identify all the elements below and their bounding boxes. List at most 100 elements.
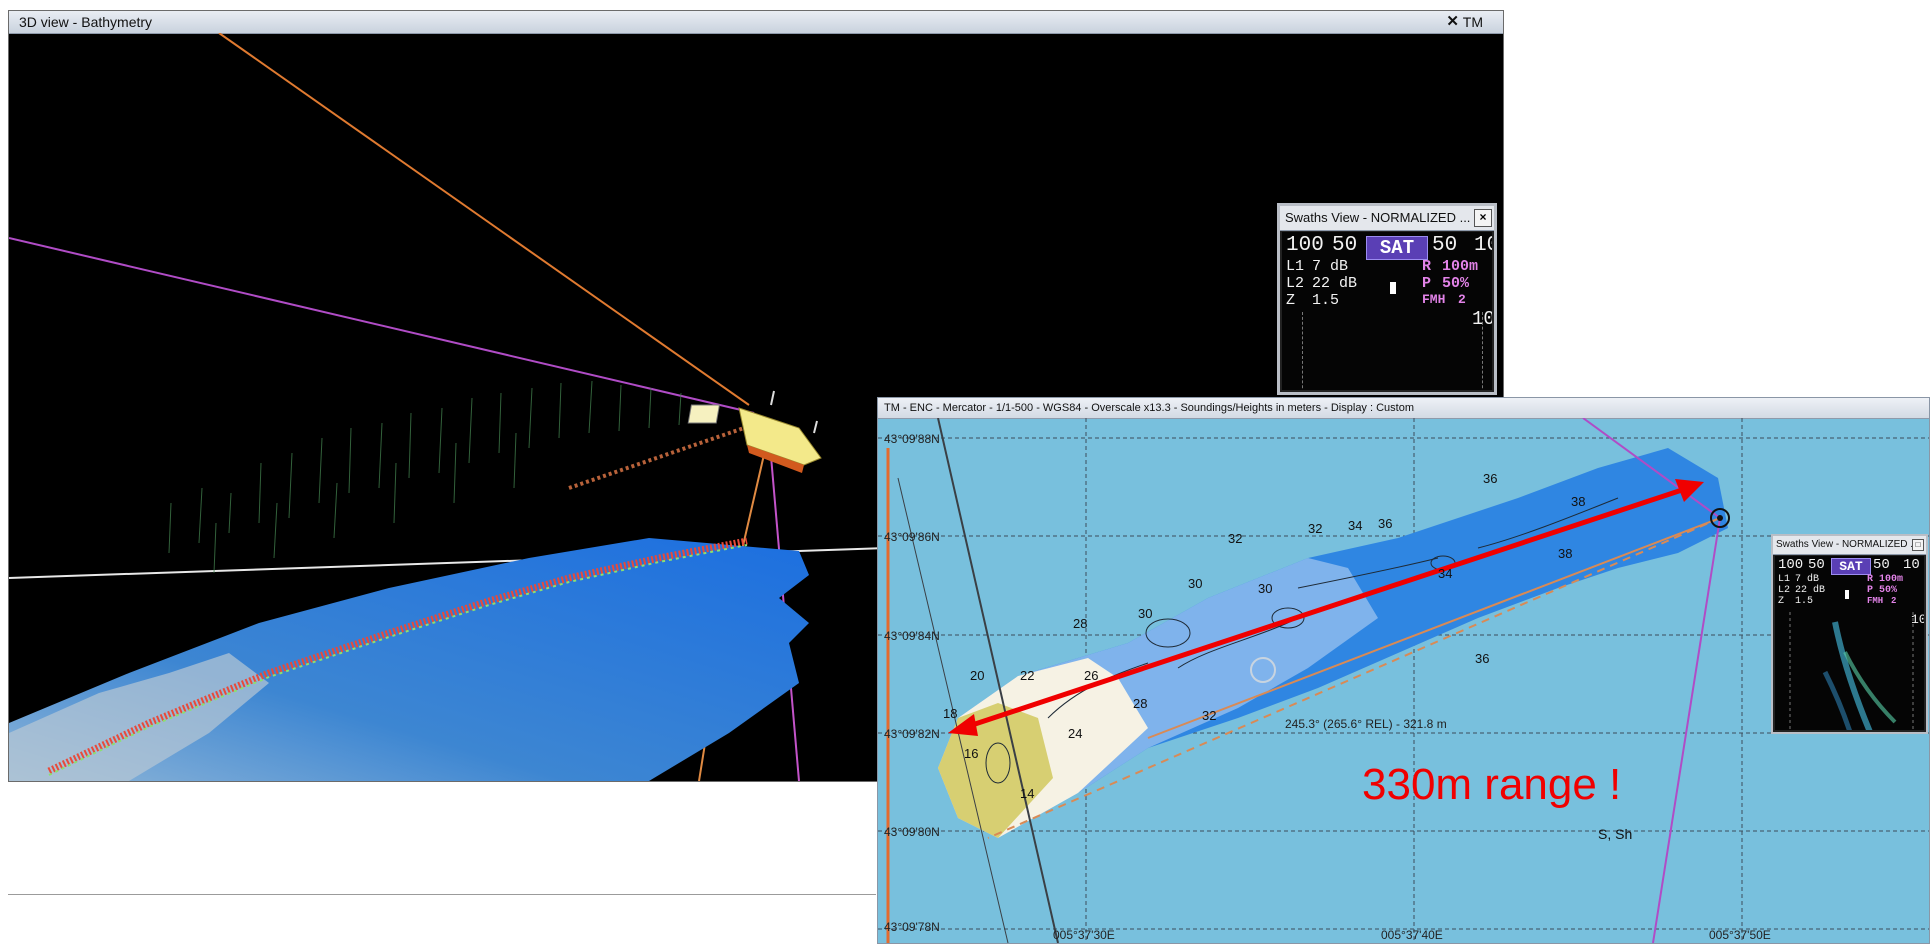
depth-label: 36: [1378, 516, 1392, 531]
param-value-fmh: 2: [1891, 596, 1897, 606]
maximize-icon[interactable]: □: [1912, 539, 1924, 551]
bearing-distance-readout: 245.3° (265.6° REL) - 321.8 m: [1285, 717, 1447, 731]
depth-label: 14: [1020, 786, 1034, 801]
3d-view-titlebar: 3D view - Bathymetry ✕ TM: [9, 11, 1503, 34]
swaths-view-titlebar: Swaths View - NORMALIZED ...: [1773, 536, 1926, 555]
row-value-l1: 7 dB: [1795, 574, 1820, 585]
swath-gridline: [1482, 312, 1484, 390]
lon-label: 005°37'50E: [1709, 928, 1771, 942]
depth-label: 18: [943, 706, 957, 721]
vessel-symbol-center: [1717, 515, 1723, 521]
seabed-symbol-label: S, Sh: [1598, 826, 1633, 842]
param-value-r: 100m: [1879, 574, 1904, 585]
close-icon[interactable]: ✕: [1446, 13, 1459, 30]
lon-label: 005°37'30E: [1053, 928, 1115, 942]
side-scale-10: 10: [1911, 612, 1924, 627]
param-value-r: 100m: [1442, 258, 1479, 275]
row-label-l2: L2: [1778, 585, 1791, 596]
depth-label: 34: [1348, 518, 1362, 533]
depth-area-very-shallow: [938, 703, 1053, 838]
row-label-z: Z: [1286, 292, 1296, 309]
row-label-l1: L1: [1778, 574, 1791, 585]
ping-strip-green: [48, 544, 748, 776]
depth-label: 36: [1475, 651, 1489, 666]
depth-label: 32: [1202, 708, 1216, 723]
param-value-p: 50%: [1879, 585, 1898, 596]
row-value-z: 1.5: [1312, 292, 1340, 309]
enc-chart-window: TM - ENC - Mercator - 1/1-500 - WGS84 - …: [877, 397, 1930, 944]
row-value-l2: 22 dB: [1312, 275, 1358, 292]
vessel-marker: [1845, 590, 1849, 599]
swaths-view-display[interactable]: 100 50 SAT 50 10 L1 7 dB L2 22 dB Z 1.5 …: [1775, 556, 1924, 730]
vessel-marker: [1390, 282, 1396, 294]
vessel-symbol: [1710, 508, 1730, 528]
beam-line-purple: [1582, 418, 1721, 519]
depth-label: 32: [1308, 521, 1322, 536]
param-label-r: R: [1422, 258, 1432, 275]
3d-view-title: 3D view - Bathymetry: [19, 14, 153, 30]
3d-bathymetry-scene[interactable]: [9, 33, 1503, 781]
scale-left-50: 50: [1332, 234, 1358, 257]
param-value-fmh: 2: [1458, 292, 1466, 307]
scale-right-10: 10: [1474, 234, 1492, 257]
param-label-r: R: [1867, 574, 1874, 585]
chart-line-black: [897, 477, 1009, 943]
param-label-p: P: [1867, 585, 1874, 596]
tab-tm[interactable]: TM: [1462, 14, 1483, 30]
range-arrow-line: [962, 485, 1689, 731]
shallow-relief: [9, 653, 269, 781]
row-label-l1: L1: [1286, 258, 1305, 275]
beam-line-orange: [218, 33, 750, 406]
3d-view-window: 3D view - Bathymetry ✕ TM: [8, 10, 1504, 782]
scale-left-100: 100: [1778, 557, 1804, 573]
scale-right-10: 10: [1903, 557, 1920, 573]
depth-label: 20: [970, 668, 984, 683]
depth-label: 30: [1188, 576, 1202, 591]
depth-label: 34: [1438, 566, 1452, 581]
depth-label: 30: [1138, 606, 1152, 621]
water-column-echoes: [168, 380, 682, 574]
swath-gridline: [1302, 312, 1304, 390]
depth-label: 38: [1558, 546, 1572, 561]
chart-titlebar: TM - ENC - Mercator - 1/1-500 - WGS84 - …: [878, 398, 1929, 419]
row-label-l2: L2: [1286, 275, 1305, 292]
depth-label: 24: [1068, 726, 1082, 741]
water-column-echo-display: [1789, 612, 1914, 730]
scale-left-50: 50: [1808, 557, 1825, 573]
depth-label: 36: [1483, 471, 1497, 486]
heading-line: [1147, 517, 1721, 739]
swaths-view-display[interactable]: 100 50 SAT 50 10 L1 7 dB L2 22 dB Z 1.5 …: [1282, 232, 1492, 390]
enc-chart-canvas[interactable]: 38 36 36 38 34 34 32 32 30 30 30 28 28 2…: [878, 418, 1929, 943]
divider-line: [8, 894, 876, 895]
param-value-p: 50%: [1442, 275, 1470, 292]
swaths-view-title: Swaths View - NORMALIZED ...: [1285, 210, 1471, 225]
lat-label: 43°09'80N: [884, 825, 940, 839]
row-value-l1: 7 dB: [1312, 258, 1349, 275]
row-label-z: Z: [1778, 596, 1785, 607]
depth-label: 26: [1084, 668, 1098, 683]
sat-indicator: SAT: [1366, 236, 1428, 260]
swaths-view-window-small: Swaths View - NORMALIZED ... × 100 50 SA…: [1277, 203, 1497, 395]
scale-right-50: 50: [1432, 234, 1458, 257]
row-value-z: 1.5: [1795, 596, 1814, 607]
param-label-p: P: [1422, 275, 1432, 292]
close-icon[interactable]: ×: [1474, 209, 1492, 227]
lat-label: 43°09'82N: [884, 727, 940, 741]
param-label-fmh: FMH: [1422, 292, 1446, 307]
scale-left-100: 100: [1286, 234, 1324, 257]
chart-line-black: [937, 418, 1059, 943]
lon-label: 005°37'40E: [1381, 928, 1443, 942]
beam-line-purple: [1652, 517, 1721, 943]
depth-label: 28: [1133, 696, 1147, 711]
vessel-model: [687, 390, 822, 473]
depth-label: 28: [1073, 616, 1087, 631]
swaths-view-window-large: Swaths View - NORMALIZED ... □ 100 50 SA…: [1771, 534, 1928, 734]
scale-right-50: 50: [1873, 557, 1890, 573]
depth-label: 16: [964, 746, 978, 761]
depth-label: 32: [1228, 531, 1242, 546]
depth-label: 38: [1571, 494, 1585, 509]
ping-strip: [47, 537, 748, 775]
swaths-view-titlebar: Swaths View - NORMALIZED ...: [1280, 206, 1494, 231]
lat-label: 43°09'78N: [884, 920, 940, 934]
range-annotation: 330m range !: [1362, 760, 1622, 809]
